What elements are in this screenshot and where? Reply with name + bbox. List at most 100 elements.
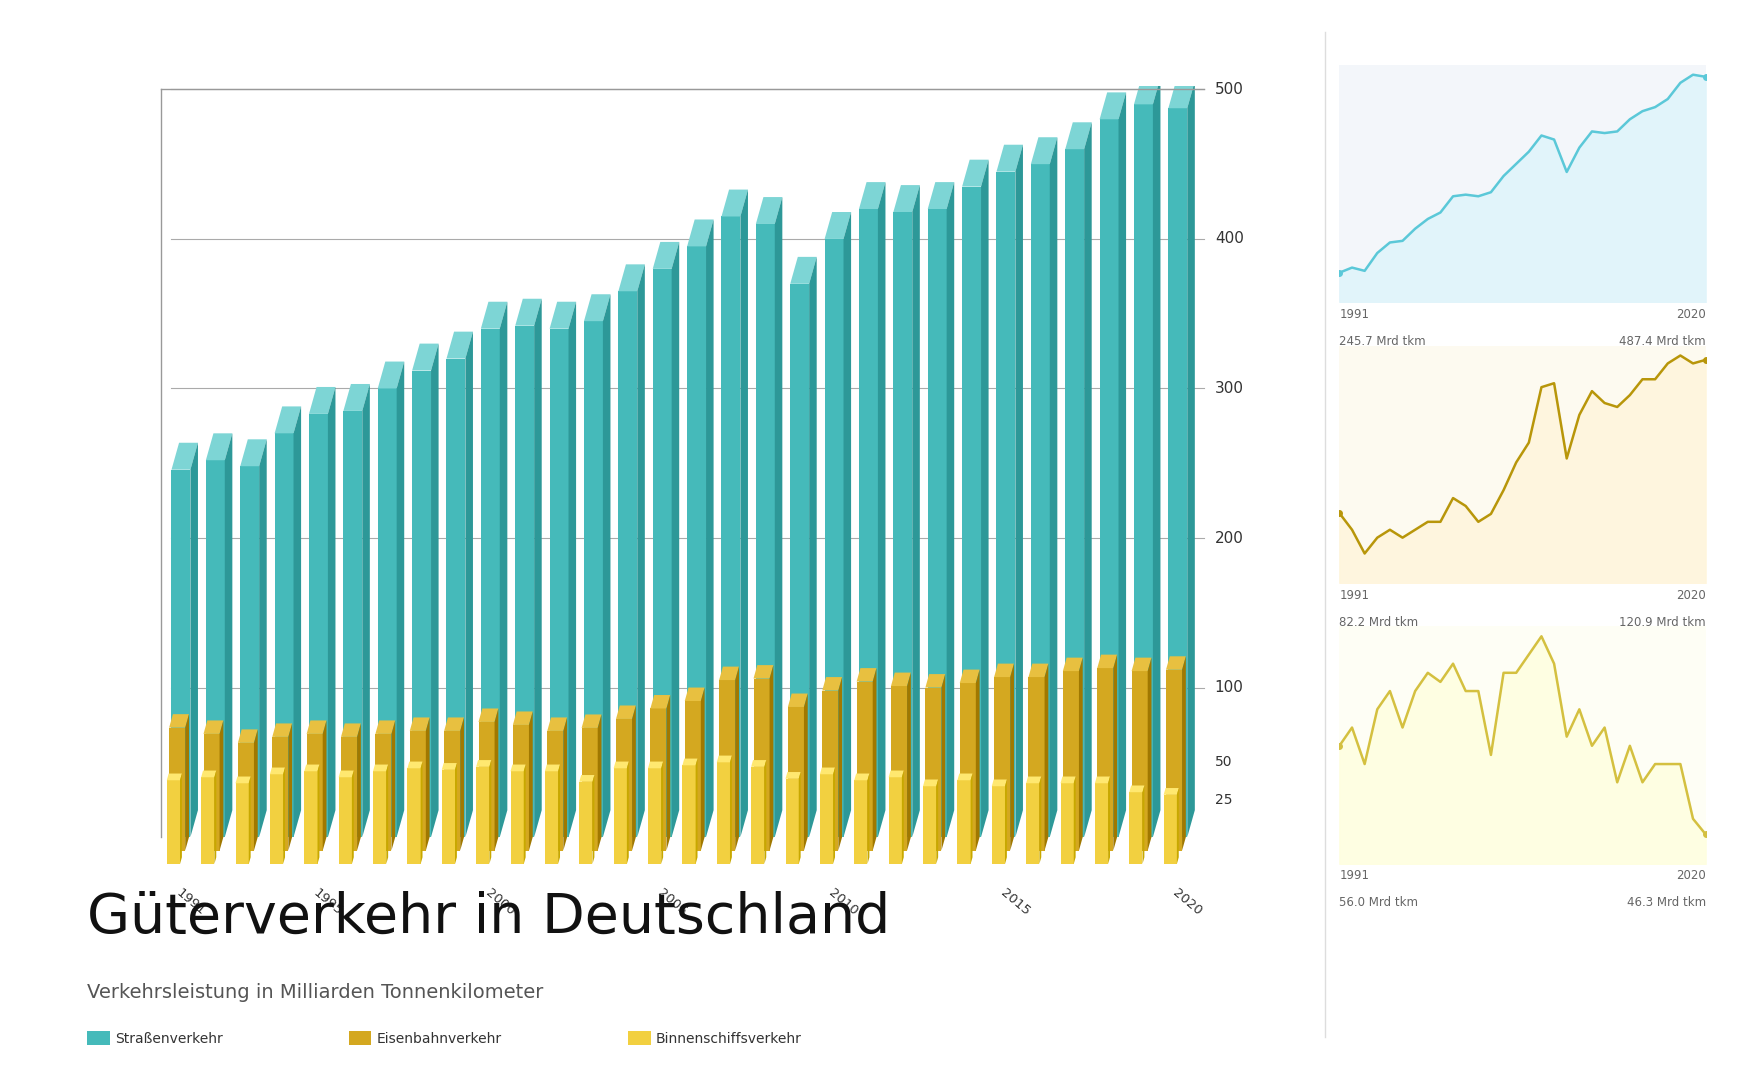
Polygon shape xyxy=(893,185,919,212)
Polygon shape xyxy=(270,768,284,774)
Polygon shape xyxy=(283,768,284,864)
Polygon shape xyxy=(171,470,190,837)
Polygon shape xyxy=(1060,783,1074,864)
Polygon shape xyxy=(1095,777,1109,783)
Polygon shape xyxy=(396,362,405,837)
Polygon shape xyxy=(652,269,671,837)
Text: 82.2 Mrd tkm: 82.2 Mrd tkm xyxy=(1339,616,1418,629)
Polygon shape xyxy=(957,780,971,864)
Polygon shape xyxy=(391,720,396,851)
Polygon shape xyxy=(408,768,420,864)
Polygon shape xyxy=(809,257,816,837)
Polygon shape xyxy=(994,677,1010,851)
Text: 120.9 Mrd tkm: 120.9 Mrd tkm xyxy=(1618,616,1706,629)
Polygon shape xyxy=(317,765,319,864)
Text: 1991: 1991 xyxy=(173,887,208,918)
Polygon shape xyxy=(1168,108,1188,837)
Polygon shape xyxy=(548,717,567,731)
Text: Eisenbahnverkehr: Eisenbahnverkehr xyxy=(377,1032,502,1045)
Polygon shape xyxy=(1029,663,1048,677)
Polygon shape xyxy=(790,284,809,837)
Polygon shape xyxy=(237,743,255,851)
Polygon shape xyxy=(867,773,870,864)
Polygon shape xyxy=(544,765,560,771)
Polygon shape xyxy=(769,665,773,851)
Polygon shape xyxy=(1100,93,1127,119)
Text: 2020: 2020 xyxy=(1676,308,1706,321)
Polygon shape xyxy=(544,771,558,864)
Polygon shape xyxy=(839,677,842,851)
Polygon shape xyxy=(687,219,713,246)
Polygon shape xyxy=(420,761,422,864)
Polygon shape xyxy=(937,780,938,864)
Text: 1991: 1991 xyxy=(1339,308,1369,321)
Text: 2020: 2020 xyxy=(1676,869,1706,882)
Polygon shape xyxy=(582,728,598,851)
Polygon shape xyxy=(1142,785,1144,864)
Polygon shape xyxy=(755,224,774,837)
Polygon shape xyxy=(323,720,326,851)
Polygon shape xyxy=(928,210,947,837)
Polygon shape xyxy=(549,301,576,328)
Polygon shape xyxy=(682,766,696,864)
Polygon shape xyxy=(619,292,637,837)
Polygon shape xyxy=(856,669,877,681)
Polygon shape xyxy=(206,433,232,460)
Polygon shape xyxy=(235,783,249,864)
Text: 2000: 2000 xyxy=(483,887,516,918)
Polygon shape xyxy=(926,688,942,851)
Polygon shape xyxy=(375,720,396,734)
Text: 1991: 1991 xyxy=(1339,589,1369,602)
Polygon shape xyxy=(1182,657,1186,851)
Polygon shape xyxy=(481,328,501,837)
Polygon shape xyxy=(741,190,748,837)
Polygon shape xyxy=(513,725,528,851)
Polygon shape xyxy=(872,669,877,851)
Polygon shape xyxy=(614,761,630,768)
Polygon shape xyxy=(1085,122,1092,837)
Polygon shape xyxy=(534,299,542,837)
Polygon shape xyxy=(616,719,631,851)
Polygon shape xyxy=(907,673,910,851)
Polygon shape xyxy=(446,332,473,359)
Polygon shape xyxy=(1031,137,1057,164)
Polygon shape xyxy=(652,242,678,269)
Polygon shape xyxy=(338,770,354,778)
Polygon shape xyxy=(753,665,773,678)
Polygon shape xyxy=(722,216,741,837)
Polygon shape xyxy=(959,670,980,683)
Polygon shape xyxy=(820,768,835,774)
Polygon shape xyxy=(1066,122,1092,149)
Polygon shape xyxy=(1113,654,1118,851)
Polygon shape xyxy=(1163,788,1179,795)
Polygon shape xyxy=(201,778,215,864)
Polygon shape xyxy=(752,760,766,767)
Polygon shape xyxy=(755,197,783,224)
Polygon shape xyxy=(342,724,361,737)
Polygon shape xyxy=(466,332,473,837)
Polygon shape xyxy=(804,693,807,851)
Polygon shape xyxy=(270,774,283,864)
Polygon shape xyxy=(169,714,188,728)
Polygon shape xyxy=(788,693,807,707)
Polygon shape xyxy=(1095,783,1107,864)
Polygon shape xyxy=(844,212,851,837)
Polygon shape xyxy=(1025,783,1039,864)
Polygon shape xyxy=(1031,164,1050,837)
Polygon shape xyxy=(799,772,800,864)
Text: 2010: 2010 xyxy=(827,887,862,918)
Polygon shape xyxy=(1188,81,1195,837)
Polygon shape xyxy=(996,172,1015,837)
Polygon shape xyxy=(201,770,216,778)
Polygon shape xyxy=(1118,93,1127,837)
Polygon shape xyxy=(1066,149,1085,837)
Polygon shape xyxy=(928,183,954,210)
Polygon shape xyxy=(661,761,663,864)
Text: 2020: 2020 xyxy=(1170,887,1205,918)
Polygon shape xyxy=(373,765,389,771)
Polygon shape xyxy=(514,326,534,837)
Polygon shape xyxy=(971,773,973,864)
Polygon shape xyxy=(825,239,844,837)
Text: 300: 300 xyxy=(1216,381,1243,396)
Polygon shape xyxy=(241,440,267,467)
